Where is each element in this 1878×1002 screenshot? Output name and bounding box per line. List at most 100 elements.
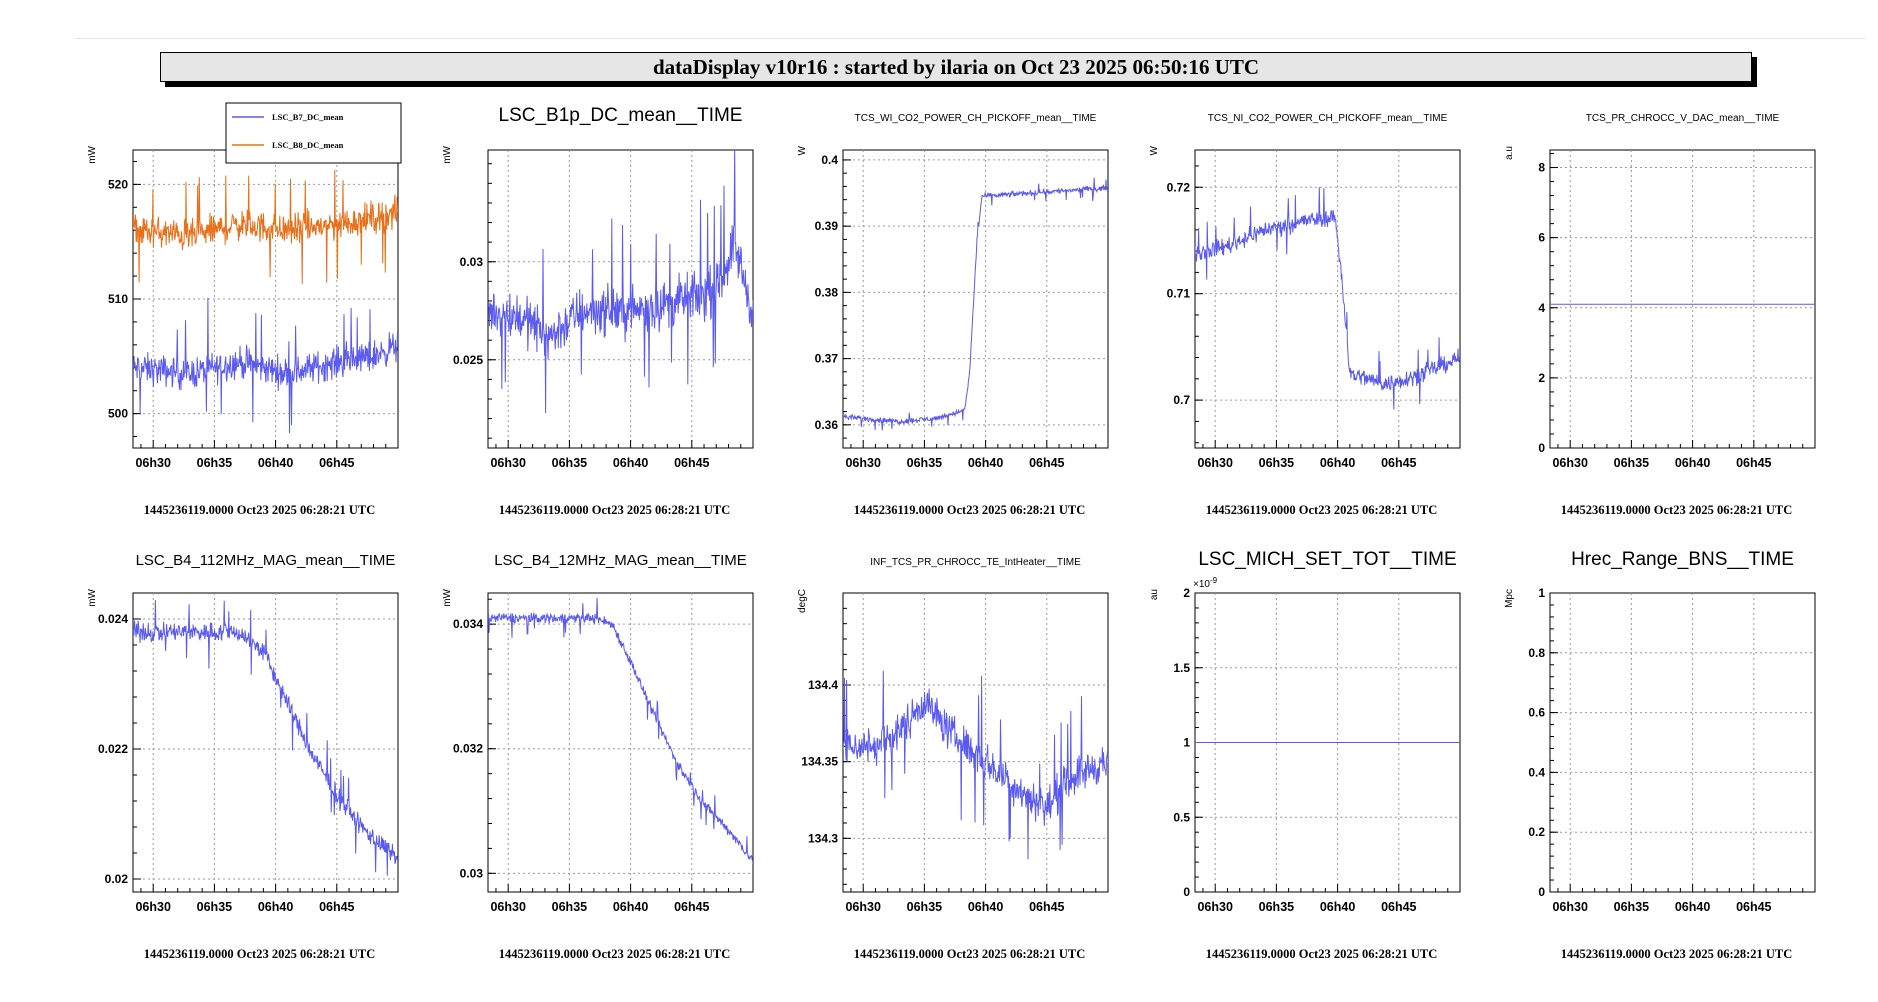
chart-title: Hrec_Range_BNS__TIME bbox=[1571, 549, 1794, 570]
x-tick-label: 06h45 bbox=[1029, 900, 1064, 914]
x-tick-label: 06h35 bbox=[197, 900, 232, 914]
x-tick-label: 06h30 bbox=[1552, 456, 1587, 470]
chart-panel-2: 0.025 0.03 06h30 06h35 06h40 06h45 mW LSC_B1p_D… bbox=[442, 105, 754, 517]
y-tick-label: 0.032 bbox=[453, 742, 483, 756]
y-exponent-label: ×10-9 bbox=[1193, 576, 1218, 590]
x-tick-label: 06h45 bbox=[1736, 900, 1771, 914]
y-axis-label: mW bbox=[87, 145, 98, 163]
chart-footer: 1445236119.0000 Oct23 2025 06:28:21 UTC bbox=[144, 947, 376, 961]
y-tick-label: 0.022 bbox=[98, 742, 128, 756]
chart-panel-4: 0.7 0.71 0.72 06h30 06h35 06h40 06h45 W TCS_NI_C… bbox=[1149, 113, 1461, 517]
y-tick-label: 0.4 bbox=[821, 153, 838, 167]
x-tick-label: 06h35 bbox=[552, 900, 587, 914]
x-tick-label: 06h35 bbox=[907, 456, 942, 470]
y-tick-label: 0.024 bbox=[98, 612, 128, 626]
series-line-LSC_B8_DC_mean bbox=[133, 169, 398, 285]
y-axis-label: a.u bbox=[1504, 146, 1515, 160]
x-tick-label: 06h45 bbox=[1381, 900, 1416, 914]
y-tick-label: 2 bbox=[1183, 586, 1190, 600]
y-tick-label: 0.38 bbox=[815, 285, 839, 299]
y-axis-label: Mpc bbox=[1504, 589, 1515, 608]
plot-frame bbox=[1549, 149, 1816, 449]
x-tick-label: 06h30 bbox=[845, 900, 880, 914]
x-tick-label: 06h40 bbox=[1320, 456, 1355, 470]
chart-footer: 1445236119.0000 Oct23 2025 06:28:21 UTC bbox=[1561, 947, 1793, 961]
x-tick-label: 06h40 bbox=[1320, 900, 1355, 914]
y-axis-label: mW bbox=[442, 588, 453, 606]
y-tick-label: 0.72 bbox=[1167, 180, 1191, 194]
x-tick-label: 06h35 bbox=[1259, 900, 1294, 914]
y-tick-label: 2 bbox=[1538, 371, 1545, 385]
x-tick-label: 06h40 bbox=[613, 456, 648, 470]
x-tick-label: 06h45 bbox=[319, 900, 354, 914]
x-tick-label: 06h40 bbox=[1675, 900, 1710, 914]
y-tick-label: 0.02 bbox=[105, 872, 129, 886]
y-tick-label: 8 bbox=[1538, 161, 1545, 175]
page-title-banner: dataDisplay v10r16 : started by ilaria o… bbox=[160, 52, 1752, 82]
series-line-INF_TCS_PR_CHROCC_TE_IntHeater bbox=[843, 670, 1108, 860]
chart-footer: 1445236119.0000 Oct23 2025 06:28:21 UTC bbox=[1206, 947, 1438, 961]
y-axis-label: mW bbox=[87, 588, 98, 606]
series-line-TCS_NI_CO2_POWER_CH_PICKOFF_mean bbox=[1195, 187, 1460, 410]
x-tick-label: 06h40 bbox=[1675, 456, 1710, 470]
legend: LSC_B7_DC_mean LSC_B8_DC_mean bbox=[225, 102, 402, 164]
series-line-LSC_B1p_DC_mean bbox=[488, 150, 753, 414]
chart-panel-3: 0.36 0.37 0.38 0.39 0.4 06h30 06h35 06h40 06h45 W… bbox=[797, 113, 1109, 517]
y-tick-label: 134.3 bbox=[808, 831, 838, 845]
y-tick-label: 1 bbox=[1183, 736, 1190, 750]
x-tick-label: 06h35 bbox=[1614, 456, 1649, 470]
y-axis-label: W bbox=[797, 145, 808, 155]
legend-label: LSC_B8_DC_mean bbox=[272, 140, 344, 150]
chart-footer: 1445236119.0000 Oct23 2025 06:28:21 UTC bbox=[1561, 503, 1793, 517]
y-axis-label: degC bbox=[797, 589, 808, 613]
y-tick-label: 0.4 bbox=[1528, 765, 1545, 779]
y-tick-label: 0.6 bbox=[1528, 706, 1545, 720]
x-tick-label: 06h45 bbox=[674, 456, 709, 470]
chart-panel-10: 0 0.2 0.4 0.6 0.8 1 06h30 06h35 06h40 06h45 Mpc Hre… bbox=[1504, 549, 1816, 961]
y-tick-label: 4 bbox=[1538, 301, 1545, 315]
x-tick-label: 06h35 bbox=[1614, 900, 1649, 914]
chart-footer: 1445236119.0000 Oct23 2025 06:28:21 UTC bbox=[1206, 503, 1438, 517]
x-tick-label: 06h30 bbox=[490, 456, 525, 470]
legend-box bbox=[225, 102, 402, 164]
y-tick-label: 0.034 bbox=[453, 617, 483, 631]
x-tick-label: 06h45 bbox=[1736, 456, 1771, 470]
chart-title: INF_TCS_PR_CHROCC_TE_IntHeater__TIME bbox=[870, 557, 1081, 568]
chart-panel-8: 134.3 134.35 134.4 06h30 06h35 06h40 06h45 degC… bbox=[797, 557, 1109, 961]
chart-panel-7: 0.03 0.032 0.034 06h30 06h35 06h40 06h45 mW LSC_… bbox=[442, 552, 754, 961]
x-tick-label: 06h30 bbox=[845, 456, 880, 470]
x-tick-label: 06h45 bbox=[319, 456, 354, 470]
y-tick-label: 0 bbox=[1538, 885, 1545, 899]
x-tick-label: 06h40 bbox=[258, 900, 293, 914]
x-tick-label: 06h35 bbox=[552, 456, 587, 470]
series-line-LSC_B4_112MHz_MAG_mean bbox=[133, 600, 398, 876]
chart-panel-6: 0.02 0.022 0.024 06h30 06h35 06h40 06h45 mW LSC_… bbox=[87, 552, 399, 961]
y-tick-label: 0.71 bbox=[1167, 287, 1191, 301]
y-tick-label: 520 bbox=[108, 177, 128, 191]
y-tick-label: 134.4 bbox=[808, 678, 838, 692]
series-line-LSC_B7_DC_mean bbox=[133, 297, 398, 434]
x-tick-label: 06h45 bbox=[1029, 456, 1064, 470]
x-tick-label: 06h40 bbox=[613, 900, 648, 914]
plot-frame bbox=[487, 592, 754, 893]
y-tick-label: 134.35 bbox=[801, 755, 838, 769]
y-tick-label: 0.03 bbox=[460, 866, 484, 880]
chart-title: LSC_MICH_SET_TOT__TIME bbox=[1198, 549, 1456, 570]
y-tick-label: 0.36 bbox=[815, 418, 839, 432]
plot-frame bbox=[842, 149, 1109, 449]
plot-frame bbox=[487, 149, 754, 449]
chart-title: LSC_B1p_DC_mean__TIME bbox=[499, 105, 743, 126]
chart-panel-5: 0 2 4 6 8 06h30 06h35 06h40 06h45 a.u TCS_PR_CHROC… bbox=[1504, 113, 1816, 517]
top-divider bbox=[75, 38, 1865, 39]
y-tick-label: 510 bbox=[108, 292, 128, 306]
chart-footer: 1445236119.0000 Oct23 2025 06:28:21 UTC bbox=[144, 503, 376, 517]
chart-title: TCS_PR_CHROCC_V_DAC_mean__TIME bbox=[1586, 113, 1780, 124]
plot-frame bbox=[1194, 149, 1461, 449]
chart-panel-9: 0 0.5 1 1.5 2 06h30 06h35 06h40 06h45 au ×10-9 LSC_… bbox=[1149, 549, 1461, 961]
chart-footer: 1445236119.0000 Oct23 2025 06:28:21 UTC bbox=[499, 947, 731, 961]
chart-title: LSC_B4_12MHz_MAG_mean__TIME bbox=[494, 552, 747, 569]
x-tick-label: 06h30 bbox=[135, 900, 170, 914]
chart-footer: 1445236119.0000 Oct23 2025 06:28:21 UTC bbox=[499, 503, 731, 517]
y-axis-label: mW bbox=[442, 145, 453, 163]
